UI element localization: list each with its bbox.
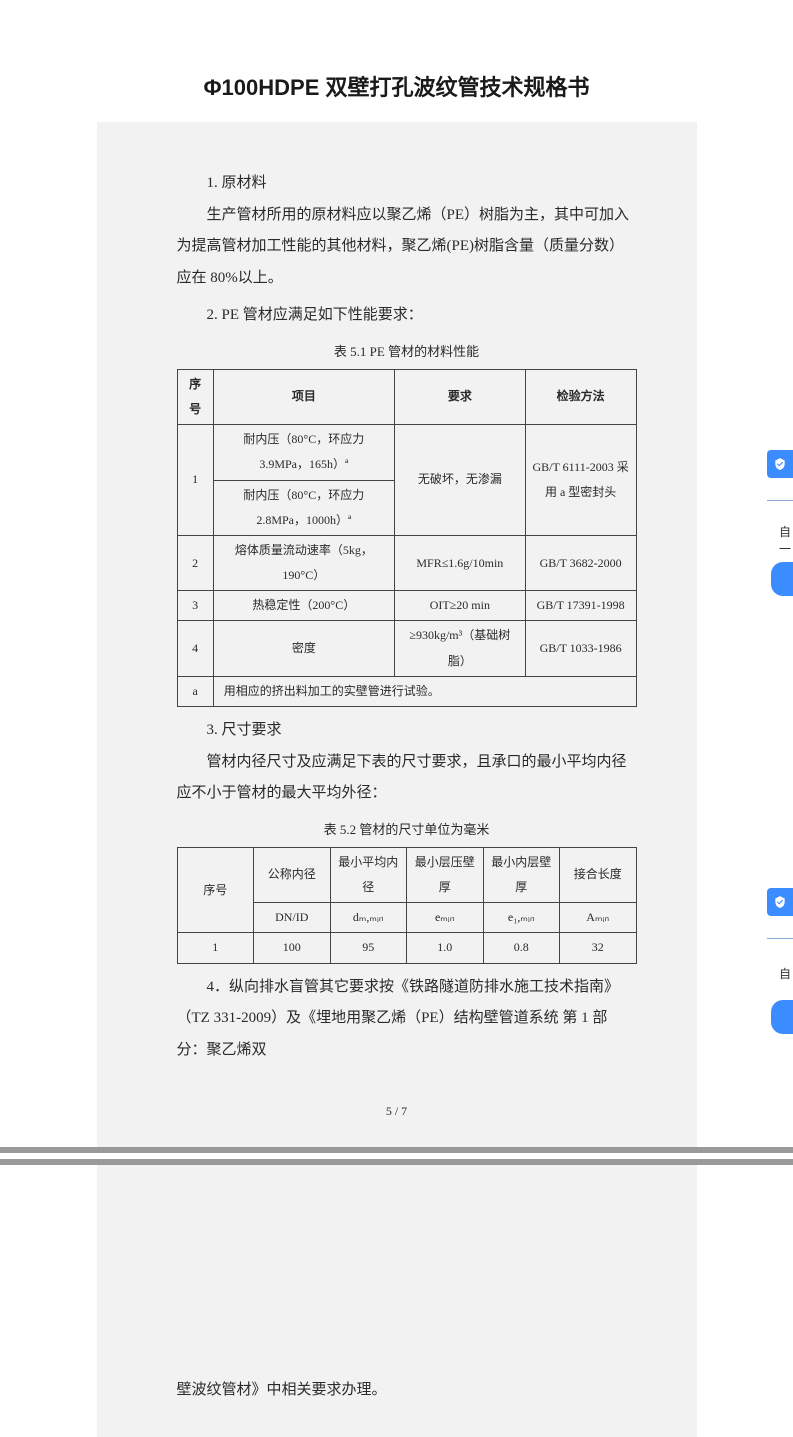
table-row: 3 热稳定性（200°C） OIT≥20 min GB/T 17391-1998 — [177, 591, 636, 621]
t2-h0: 序号 — [177, 847, 254, 933]
t1-r1-method: GB/T 6111-2003 采用 a 型密封头 — [525, 425, 636, 536]
t2-h3b: eₘᵢₙ — [407, 903, 484, 933]
section-1-body: 生产管材所用的原材料应以聚乙烯（PE）树脂为主，其中可加入为提高管材加工性能的其… — [177, 200, 637, 295]
t2-c5: 32 — [560, 933, 637, 963]
page-2-content: 壁波纹管材》中相关要求办理。 — [97, 1345, 697, 1427]
t1-h2: 要求 — [394, 369, 525, 424]
t1-r2-req: MFR≤1.6g/10min — [394, 535, 525, 590]
t2-h5a: 接合长度 — [560, 847, 637, 902]
page-1: 1. 原材料 生产管材所用的原材料应以聚乙烯（PE）树脂为主，其中可加入为提高管… — [97, 122, 697, 1147]
t2-h4a: 最小内层壁厚 — [483, 847, 560, 902]
t2-h2b: dₘ,ₘᵢₙ — [330, 903, 407, 933]
t2-c4: 0.8 — [483, 933, 560, 963]
t1-r3-method: GB/T 17391-1998 — [525, 591, 636, 621]
t1-r1-item1: 耐内压（80°C，环应力 3.9MPa，165h）ª — [213, 425, 394, 480]
table-2: 序号 公称内径 最小平均内径 最小层压壁厚 最小内层壁厚 接合长度 DN/ID … — [177, 847, 637, 964]
page-break — [0, 1147, 793, 1165]
table-2-header-1: 序号 公称内径 最小平均内径 最小层压壁厚 最小内层壁厚 接合长度 — [177, 847, 636, 902]
t2-h2a: 最小平均内径 — [330, 847, 407, 902]
shield-icon — [773, 895, 787, 909]
t1-r3-req: OIT≥20 min — [394, 591, 525, 621]
page-1-content: 1. 原材料 生产管材所用的原材料应以聚乙烯（PE）树脂为主，其中可加入为提高管… — [97, 132, 697, 1086]
t1-r1-no: 1 — [177, 425, 213, 536]
t1-r3-item: 热稳定性（200°C） — [213, 591, 394, 621]
wps-badge-icon[interactable] — [767, 888, 793, 916]
page-number: 5 / 7 — [97, 1104, 697, 1119]
side-label-2: 自 — [779, 966, 791, 983]
table-row: 1 100 95 1.0 0.8 32 — [177, 933, 636, 963]
t1-r4-method: GB/T 1033-1986 — [525, 621, 636, 676]
t1-r2-no: 2 — [177, 535, 213, 590]
section-3-title: 3. 尺寸要求 — [177, 715, 637, 747]
t2-h1a: 公称内径 — [254, 847, 331, 902]
t1-h3: 检验方法 — [525, 369, 636, 424]
side-divider — [767, 938, 793, 939]
side-divider — [767, 500, 793, 501]
t1-r2-item: 熔体质量流动速率（5kg，190°C） — [213, 535, 394, 590]
t1-r4-no: 4 — [177, 621, 213, 676]
section-4-body-1: 4．纵向排水盲管其它要求按《铁路隧道防排水施工技术指南》（TZ 331-2009… — [177, 972, 637, 1067]
t1-h0: 序号 — [177, 369, 213, 424]
t2-c3: 1.0 — [407, 933, 484, 963]
section-4-body-2: 壁波纹管材》中相关要求办理。 — [177, 1375, 637, 1407]
page-2: 壁波纹管材》中相关要求办理。 — [97, 1165, 697, 1437]
wps-badge-icon[interactable] — [767, 450, 793, 478]
t1-foot-text: 用相应的挤出料加工的实壁管进行试验。 — [213, 676, 636, 706]
t2-h4b: e₁,ₘᵢₙ — [483, 903, 560, 933]
shield-icon — [773, 457, 787, 471]
t1-r1-req: 无破坏，无渗漏 — [394, 425, 525, 536]
t1-r1-item2: 耐内压（80°C，环应力 2.8MPa，1000h）ª — [213, 480, 394, 535]
t2-h1b: DN/ID — [254, 903, 331, 933]
t2-c2: 95 — [330, 933, 407, 963]
table-2-caption: 表 5.2 管材的尺寸单位为毫米 — [177, 816, 637, 843]
t1-r4-req: ≥930kg/m³（基础树脂） — [394, 621, 525, 676]
table-1-caption: 表 5.1 PE 管材的材料性能 — [177, 338, 637, 365]
table-row: 2 熔体质量流动速率（5kg，190°C） MFR≤1.6g/10min GB/… — [177, 535, 636, 590]
t2-h5b: Aₘᵢₙ — [560, 903, 637, 933]
side-label-1: 自一 — [779, 524, 791, 558]
t1-r2-method: GB/T 3682-2000 — [525, 535, 636, 590]
t1-foot-label: a — [177, 676, 213, 706]
table-row: 4 密度 ≥930kg/m³（基础树脂） GB/T 1033-1986 — [177, 621, 636, 676]
t1-r3-no: 3 — [177, 591, 213, 621]
t1-r4-item: 密度 — [213, 621, 394, 676]
page-title: Φ100HDPE 双壁打孔波纹管技术规格书 — [0, 70, 793, 102]
t2-c0: 1 — [177, 933, 254, 963]
section-3-body: 管材内径尺寸及应满足下表的尺寸要求，且承口的最小平均内径应不小于管材的最大平均外… — [177, 747, 637, 810]
t1-h1: 项目 — [213, 369, 394, 424]
side-pill-button[interactable] — [771, 1000, 793, 1034]
table-1: 序号 项目 要求 检验方法 1 耐内压（80°C，环应力 3.9MPa，165h… — [177, 369, 637, 707]
t2-c1: 100 — [254, 933, 331, 963]
table-1-footnote: a 用相应的挤出料加工的实壁管进行试验。 — [177, 676, 636, 706]
section-2-title: 2. PE 管材应满足如下性能要求： — [177, 300, 637, 332]
side-pill-button[interactable] — [771, 562, 793, 596]
table-row: 1 耐内压（80°C，环应力 3.9MPa，165h）ª 无破坏，无渗漏 GB/… — [177, 425, 636, 480]
table-1-header: 序号 项目 要求 检验方法 — [177, 369, 636, 424]
t2-h3a: 最小层压壁厚 — [407, 847, 484, 902]
section-1-title: 1. 原材料 — [177, 168, 637, 200]
